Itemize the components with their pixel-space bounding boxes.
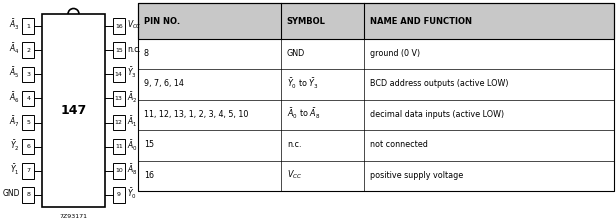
Bar [113, 91, 124, 106]
Bar [113, 139, 124, 154]
Text: not connected: not connected [370, 140, 428, 149]
Text: BCD address outputs (active LOW): BCD address outputs (active LOW) [370, 79, 509, 88]
Text: 7: 7 [26, 168, 30, 173]
Bar [23, 163, 34, 179]
Text: 4: 4 [26, 96, 30, 101]
Text: $\bar{A}_0$: $\bar{A}_0$ [127, 139, 138, 153]
Text: $\bar{Y}_1$: $\bar{Y}_1$ [10, 163, 20, 177]
Bar [23, 139, 34, 154]
Bar [138, 161, 614, 192]
Text: $\bar{A}_8$: $\bar{A}_8$ [127, 163, 138, 177]
Text: $\bar{A}_0$ to $\bar{A}_8$: $\bar{A}_0$ to $\bar{A}_8$ [287, 107, 320, 121]
Text: $\bar{A}_4$: $\bar{A}_4$ [9, 42, 20, 56]
Bar [138, 69, 614, 100]
Bar [138, 130, 614, 161]
Text: 8: 8 [144, 49, 149, 58]
Text: NAME AND FUNCTION: NAME AND FUNCTION [370, 17, 472, 25]
Text: ground (0 V): ground (0 V) [370, 49, 420, 58]
Text: $\bar{A}_1$: $\bar{A}_1$ [127, 114, 137, 129]
Text: positive supply voltage: positive supply voltage [370, 171, 463, 180]
Bar [42, 14, 105, 207]
Bar [138, 100, 614, 130]
Text: 11: 11 [115, 144, 123, 149]
Bar [113, 163, 124, 179]
Text: decimal data inputs (active LOW): decimal data inputs (active LOW) [370, 110, 505, 119]
Text: $\bar{Y}_0$ to $\bar{Y}_3$: $\bar{Y}_0$ to $\bar{Y}_3$ [287, 77, 319, 91]
Bar [138, 39, 614, 69]
Text: 16: 16 [144, 171, 154, 180]
Bar [23, 67, 34, 82]
Text: $\bar{Y}_2$: $\bar{Y}_2$ [10, 139, 20, 153]
Text: n.c.: n.c. [127, 45, 140, 54]
Text: 2: 2 [26, 48, 30, 53]
Text: 3: 3 [26, 72, 30, 77]
Text: 15: 15 [115, 48, 123, 53]
Text: SYMBOL: SYMBOL [287, 17, 326, 25]
Text: $\bar{A}_5$: $\bar{A}_5$ [9, 66, 20, 80]
Text: 7Z93171: 7Z93171 [60, 214, 87, 219]
Text: n.c.: n.c. [287, 140, 301, 149]
Text: 9, 7, 6, 14: 9, 7, 6, 14 [144, 79, 184, 88]
Text: $\bar{A}_6$: $\bar{A}_6$ [9, 90, 20, 105]
Text: 147: 147 [60, 104, 87, 117]
Text: 5: 5 [26, 120, 30, 125]
Bar [23, 42, 34, 58]
Bar [23, 91, 34, 106]
Bar [113, 115, 124, 130]
Bar [113, 187, 124, 203]
Text: 9: 9 [117, 192, 121, 197]
Bar [23, 187, 34, 203]
Text: 13: 13 [115, 96, 123, 101]
Text: 10: 10 [115, 168, 123, 173]
Text: $\bar{A}_3$: $\bar{A}_3$ [9, 18, 20, 32]
Text: $V_{CC}$: $V_{CC}$ [287, 169, 302, 181]
Text: 14: 14 [115, 72, 123, 77]
Text: $\bar{A}_2$: $\bar{A}_2$ [127, 90, 137, 105]
Text: 8: 8 [26, 192, 30, 197]
Bar [113, 42, 124, 58]
Bar [113, 67, 124, 82]
Text: $\bar{Y}_0$: $\bar{Y}_0$ [127, 187, 137, 201]
Text: 16: 16 [115, 24, 123, 29]
Bar [138, 3, 614, 39]
Bar [113, 18, 124, 34]
Text: $\bar{A}_7$: $\bar{A}_7$ [9, 114, 20, 129]
Bar [23, 18, 34, 34]
Text: $\bar{Y}_3$: $\bar{Y}_3$ [127, 66, 137, 80]
Text: 1: 1 [26, 24, 30, 29]
Bar [138, 3, 614, 192]
Text: 12: 12 [115, 120, 123, 125]
Text: 15: 15 [144, 140, 154, 149]
Text: PIN NO.: PIN NO. [144, 17, 180, 25]
Text: GND: GND [287, 49, 305, 58]
Text: 11, 12, 13, 1, 2, 3, 4, 5, 10: 11, 12, 13, 1, 2, 3, 4, 5, 10 [144, 110, 248, 119]
Text: GND: GND [2, 189, 20, 198]
Text: 6: 6 [26, 144, 30, 149]
Text: $V_{CC}$: $V_{CC}$ [127, 19, 142, 31]
Bar [23, 115, 34, 130]
